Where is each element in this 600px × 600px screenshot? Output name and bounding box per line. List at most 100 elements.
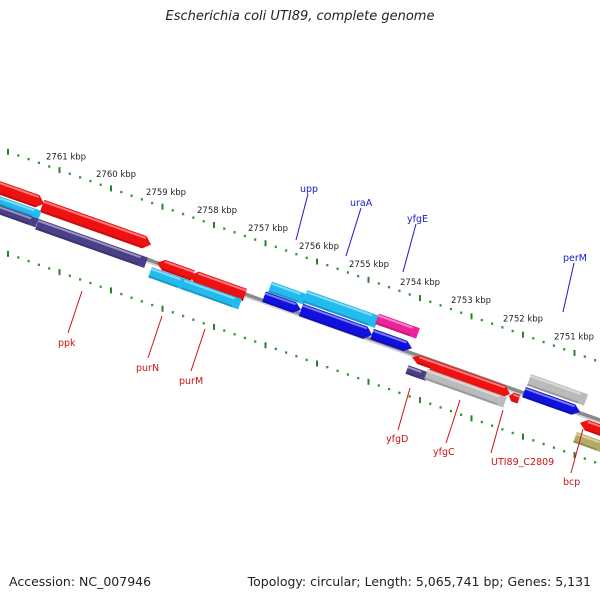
blue-gene-block: [298, 303, 373, 339]
gene-shade: [417, 361, 432, 369]
gene-body: [298, 303, 373, 339]
gene-shade: [0, 190, 36, 208]
gene-shade: [526, 383, 579, 404]
gene-body: [509, 392, 521, 404]
gene-highlight: [513, 393, 521, 398]
gene-body: [573, 431, 600, 453]
kbp-label: 2756 kbp: [299, 242, 339, 252]
gene-body: [157, 259, 195, 281]
cyan-gene-block: [0, 194, 42, 220]
leader-line-uti89_c2809: [490, 409, 504, 454]
gene-label-yfge: yfgE: [407, 214, 428, 225]
kbp-label: 2752 kbp: [503, 315, 543, 325]
gene-highlight: [270, 282, 301, 295]
gene-body: [148, 267, 188, 291]
gene-highlight: [183, 279, 235, 300]
leader-line-purm: [190, 328, 206, 372]
gene-shade: [39, 210, 143, 249]
leader-line-yfgd: [397, 387, 411, 431]
kbp-label: 2758 kbp: [197, 206, 237, 216]
gene-highlight: [197, 272, 247, 292]
gene-shade: [0, 201, 33, 218]
gene-highlight: [372, 329, 407, 344]
gene-label-yfgc: yfgC: [433, 447, 455, 458]
kbp-label: 2755 kbp: [349, 260, 389, 270]
gene-highlight: [0, 195, 35, 212]
gene-shade: [375, 322, 411, 337]
gene-highlight: [43, 200, 147, 239]
gene-body: [268, 281, 308, 305]
navy-gene-block: [405, 365, 429, 381]
gene-highlight: [0, 181, 40, 198]
gene-highlight: [587, 421, 600, 430]
gene-body: [428, 359, 510, 398]
gene-label-purn: purN: [136, 363, 159, 374]
gene-highlight: [0, 204, 32, 220]
gene-highlight: [164, 260, 195, 274]
gene-shade: [405, 371, 420, 379]
red-gene-block: [412, 355, 434, 369]
gene-highlight: [306, 291, 373, 317]
gene-body: [0, 180, 44, 208]
cyan-gene-block: [148, 267, 188, 291]
gene-highlight: [302, 304, 368, 330]
leader-line-yfgc: [445, 399, 461, 444]
gene-shade: [35, 227, 139, 266]
leader-line-perm: [562, 262, 575, 313]
leader-line-uraa: [345, 207, 362, 257]
grey-gene-block: [526, 374, 589, 406]
gene-highlight: [264, 292, 296, 306]
magenta-gene-block: [375, 313, 420, 339]
gene-label-ppk: ppk: [58, 338, 76, 349]
leader-line-ppk: [67, 290, 83, 334]
gene-highlight: [575, 432, 600, 444]
gene-body: [526, 374, 589, 406]
gene-body: [522, 386, 581, 415]
kbp-ticks: [7, 148, 597, 464]
gene-shade: [268, 290, 299, 303]
red-gene-block: [39, 199, 151, 249]
blue-gene-block: [522, 386, 581, 415]
gene-shade: [424, 377, 498, 406]
gene-label-yfgd: yfgD: [386, 434, 408, 445]
blue-gene-block: [370, 328, 412, 352]
gene-shade: [522, 395, 573, 415]
genome-summary-text: Topology: circular; Length: 5,065,741 bp…: [247, 574, 591, 589]
gene-label-bcp: bcp: [563, 477, 580, 488]
gene-shade: [0, 210, 30, 226]
navy-gene-block: [35, 218, 148, 269]
kbp-label: 2751 kbp: [554, 333, 594, 343]
kbp-label: 2757 kbp: [248, 224, 288, 234]
kbp-labels: 2761 kbp 2760 kbp 2759 kbp 2758 kbp 2757 kbp…: [46, 152, 594, 342]
kbp-label: 2760 kbp: [96, 170, 136, 180]
blue-gene-block: [262, 291, 301, 313]
gene-highlight: [150, 268, 181, 281]
gene-highlight: [407, 366, 422, 373]
cyan-gene-block: [268, 281, 308, 305]
cyan-gene-block: [181, 278, 242, 310]
gene-shade: [148, 275, 179, 288]
leader-line-yfge: [402, 223, 417, 273]
gene-highlight: [524, 387, 575, 408]
gene-body: [424, 369, 507, 408]
gene-body: [405, 365, 429, 381]
kbp-label: 2754 kbp: [400, 278, 440, 288]
gene-shade: [161, 268, 192, 281]
gene-leader-lines: [67, 193, 584, 474]
kbp-label: 2753 kbp: [451, 296, 491, 306]
red-gene-block: [157, 259, 195, 281]
red-gene-block: [509, 392, 521, 404]
gene-body: [35, 218, 148, 269]
gene-label-uraa: uraA: [350, 198, 373, 209]
gene-body: [302, 290, 380, 328]
gene-highlight: [37, 219, 141, 259]
gene-shade: [370, 337, 405, 352]
gene-body: [412, 355, 434, 369]
gene-body: [580, 420, 600, 437]
gene-body: [0, 194, 42, 220]
cyan-gene-block: [302, 290, 380, 328]
gene-highlight: [419, 356, 434, 363]
red-gene-block: [0, 180, 44, 208]
gene-blocks: [0, 180, 600, 453]
